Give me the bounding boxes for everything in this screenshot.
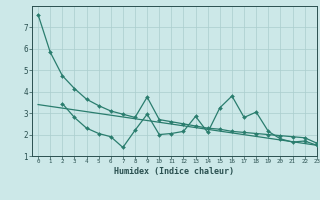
X-axis label: Humidex (Indice chaleur): Humidex (Indice chaleur): [115, 167, 234, 176]
